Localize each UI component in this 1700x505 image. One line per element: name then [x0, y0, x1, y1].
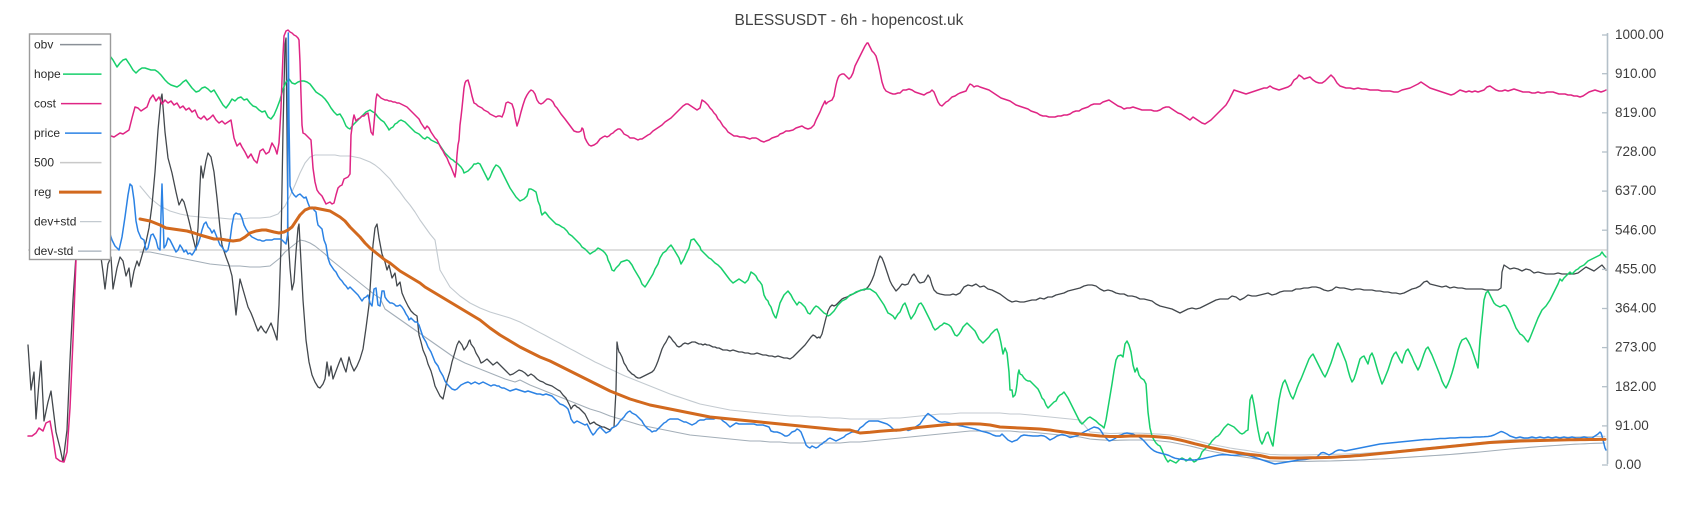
- svg-text:obv: obv: [34, 37, 53, 51]
- svg-text:910.00: 910.00: [1615, 66, 1656, 81]
- svg-text:cost: cost: [34, 96, 57, 110]
- svg-text:500: 500: [34, 155, 54, 169]
- svg-text:182.00: 182.00: [1615, 379, 1656, 394]
- svg-text:819.00: 819.00: [1615, 105, 1656, 120]
- svg-text:273.00: 273.00: [1615, 340, 1656, 355]
- svg-text:91.00: 91.00: [1615, 418, 1649, 433]
- svg-text:hope: hope: [34, 67, 61, 81]
- svg-text:546.00: 546.00: [1615, 222, 1656, 237]
- svg-text:reg: reg: [34, 185, 51, 199]
- svg-text:637.00: 637.00: [1615, 183, 1656, 198]
- svg-text:dev-std: dev-std: [34, 244, 73, 258]
- svg-text:dev+std: dev+std: [34, 214, 76, 228]
- svg-text:364.00: 364.00: [1615, 301, 1656, 316]
- svg-text:1000.00: 1000.00: [1615, 27, 1664, 42]
- svg-text:BLESSUSDT - 6h - hopencost.uk: BLESSUSDT - 6h - hopencost.uk: [735, 12, 964, 29]
- svg-text:0.00: 0.00: [1615, 457, 1641, 472]
- svg-text:455.00: 455.00: [1615, 261, 1656, 276]
- svg-text:price: price: [34, 126, 60, 140]
- svg-text:728.00: 728.00: [1615, 144, 1656, 159]
